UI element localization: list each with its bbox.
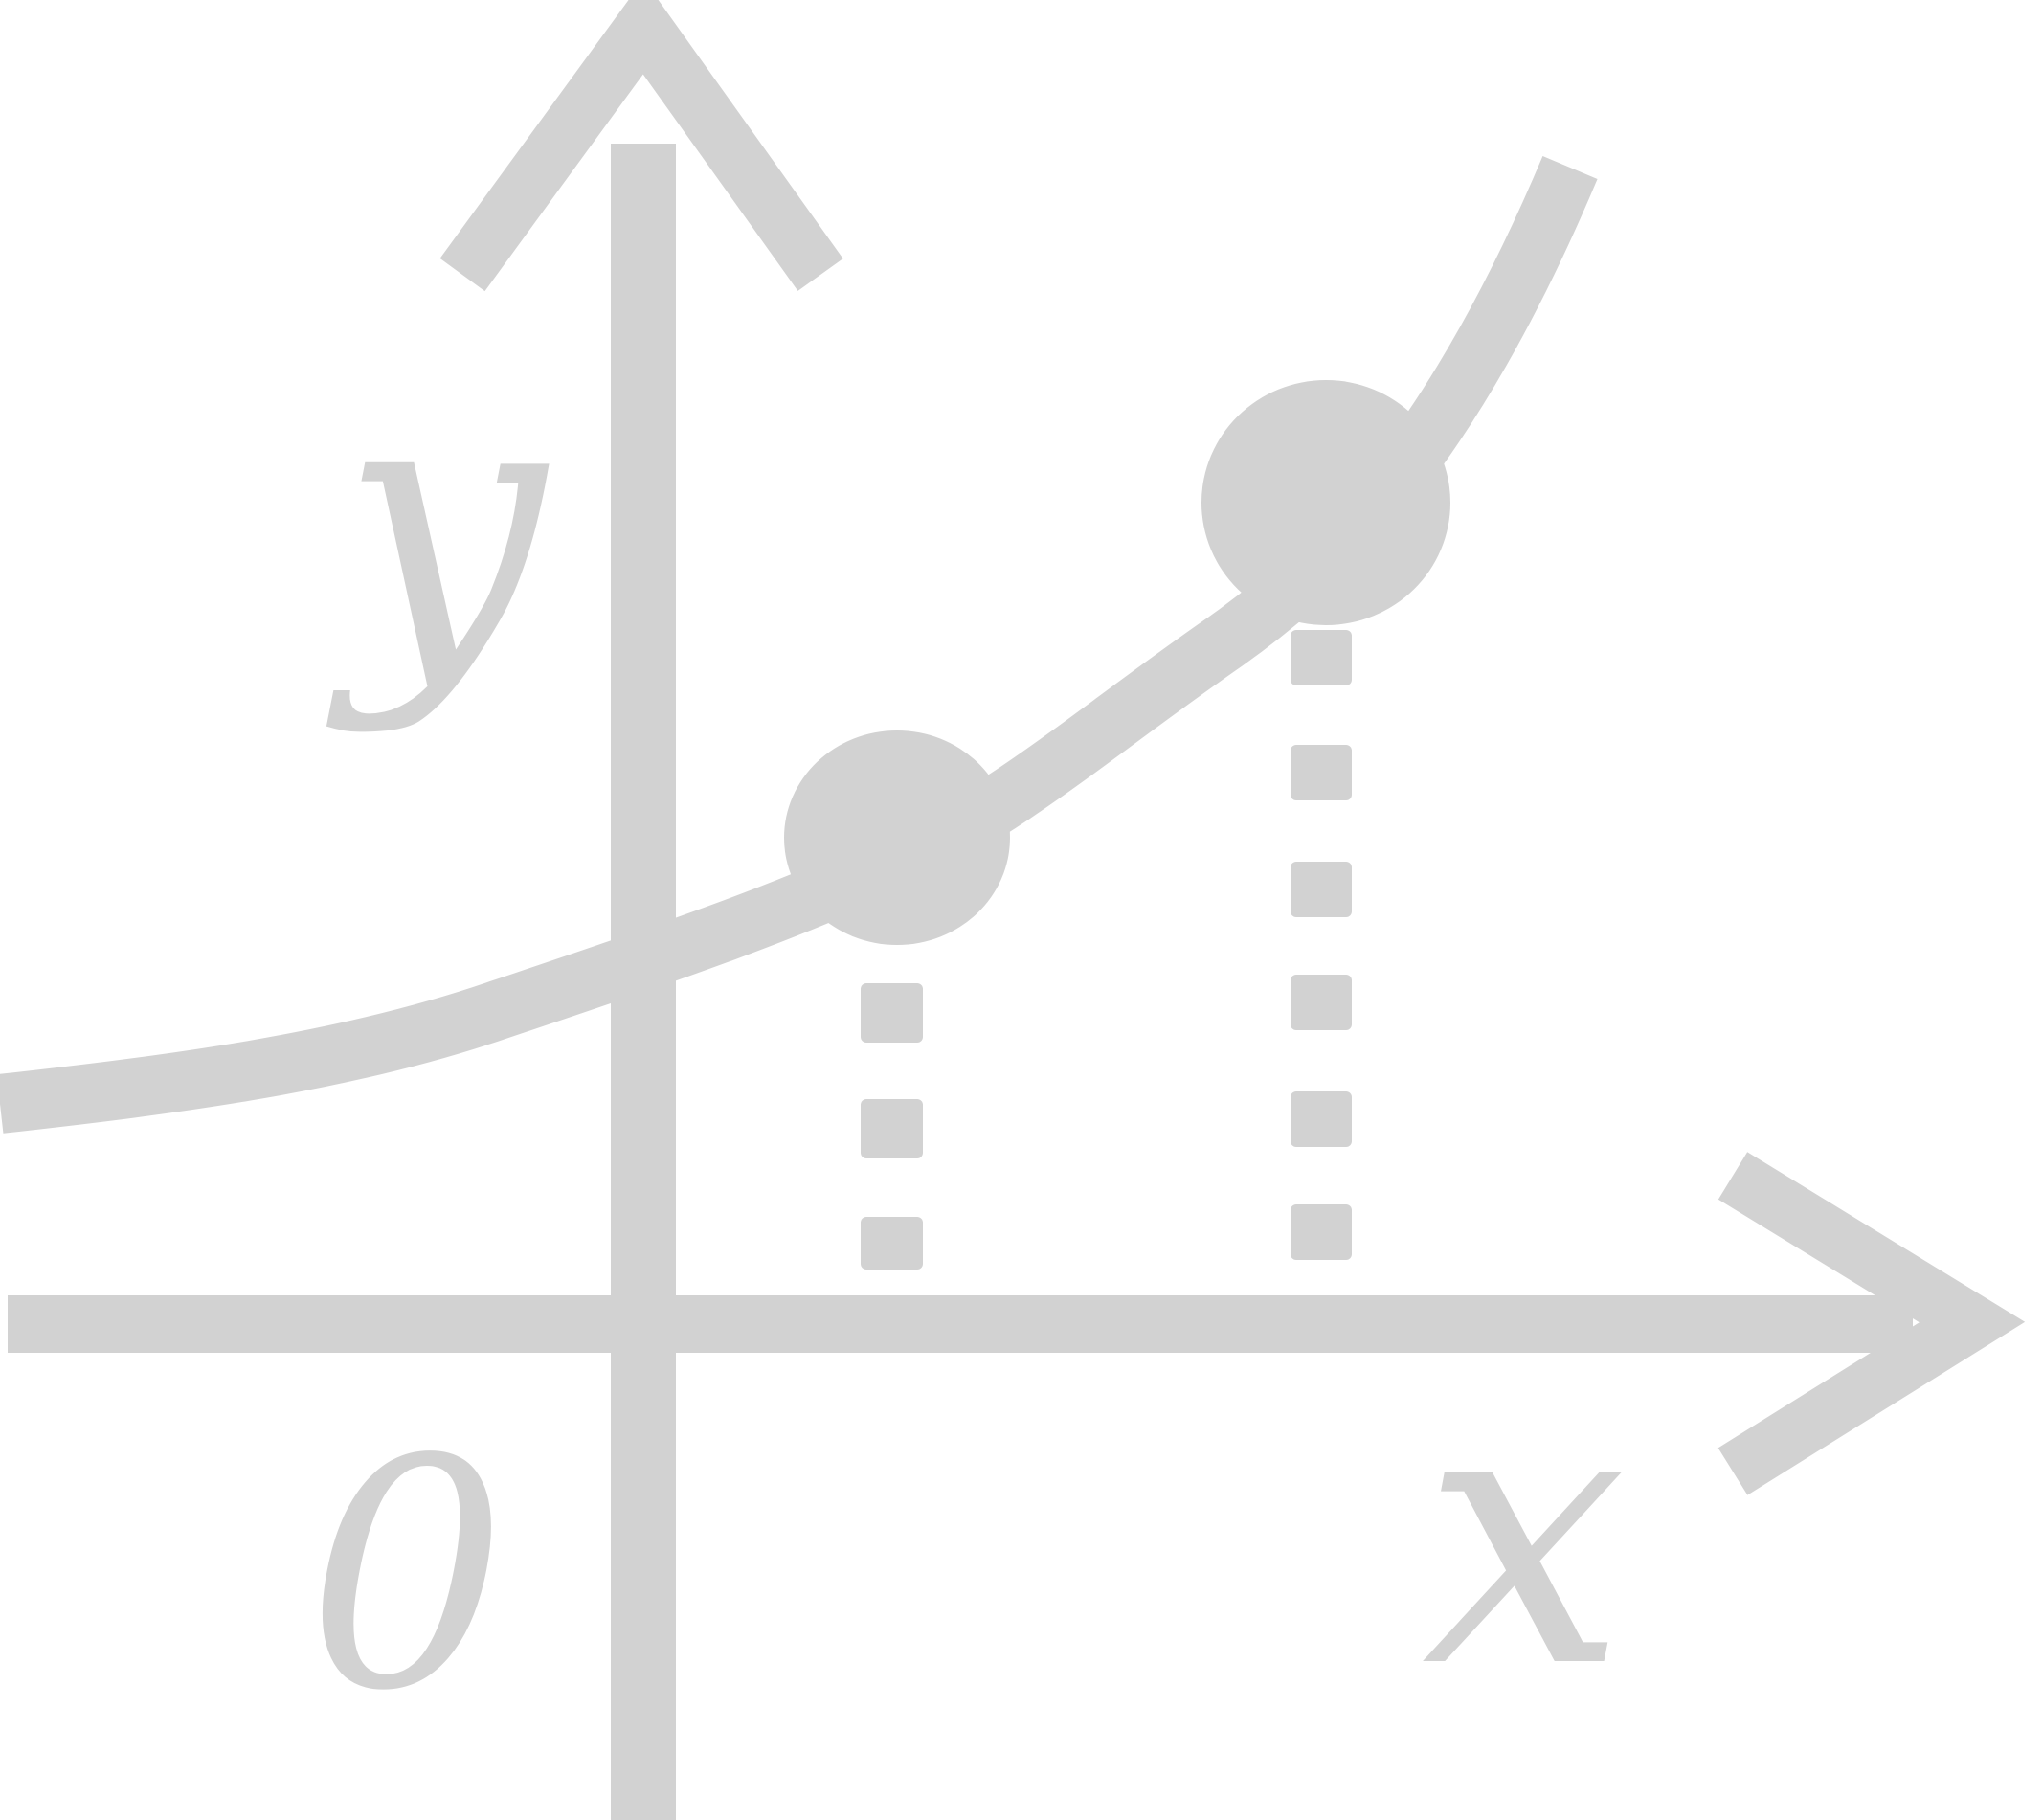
- curve-point-lower: [784, 730, 1010, 945]
- origin-label: 0: [306, 1392, 507, 1760]
- y-axis-arrowhead: [439, 0, 843, 292]
- y-axis-label: y: [323, 313, 550, 737]
- x-axis-line: [8, 1295, 1913, 1353]
- x-axis-label: x: [1422, 1323, 1627, 1747]
- dotted-guide-upper: [1291, 630, 1352, 1260]
- curve-point-upper: [1201, 380, 1450, 625]
- x-axis-arrowhead: [1717, 1152, 2026, 1495]
- dotted-guide-lower: [861, 983, 923, 1270]
